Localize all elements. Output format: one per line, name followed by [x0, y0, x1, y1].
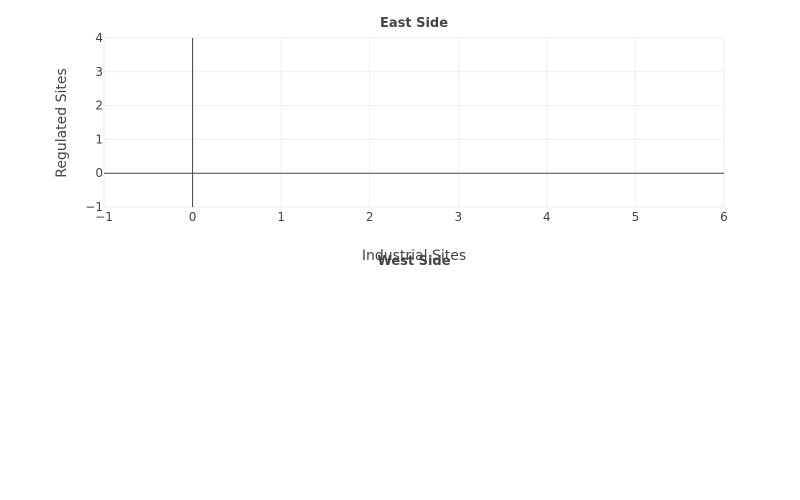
panel-title-east: East Side	[380, 16, 448, 31]
y-axis-title: Regulated Sites	[54, 68, 70, 178]
x-tick-label: −1	[95, 210, 113, 224]
panel-title-west: West Side	[377, 254, 450, 269]
grid-lines	[103, 37, 725, 208]
x-tick-label: 4	[543, 210, 551, 224]
y-tick-label: 4	[95, 31, 103, 45]
x-tick-label: 1	[277, 210, 285, 224]
x-tick-label: 5	[632, 210, 640, 224]
y-tick-label: 2	[95, 99, 103, 113]
x-tick-label: 0	[189, 210, 197, 224]
y-tick-labels: −1 0 1 2 3 4	[85, 31, 103, 214]
x-tick-labels: −1 0 1 2 3 4 5 6	[95, 210, 728, 224]
y-tick-label: 0	[95, 166, 103, 180]
y-tick-label: −1	[85, 200, 103, 214]
x-tick-label: 6	[720, 210, 728, 224]
y-tick-label: 1	[95, 132, 103, 146]
x-tick-label: 2	[366, 210, 374, 224]
zero-lines	[104, 38, 724, 207]
x-tick-label: 3	[454, 210, 462, 224]
x-axis-title: Industrial Sites	[362, 248, 466, 264]
y-tick-label: 3	[95, 65, 103, 79]
